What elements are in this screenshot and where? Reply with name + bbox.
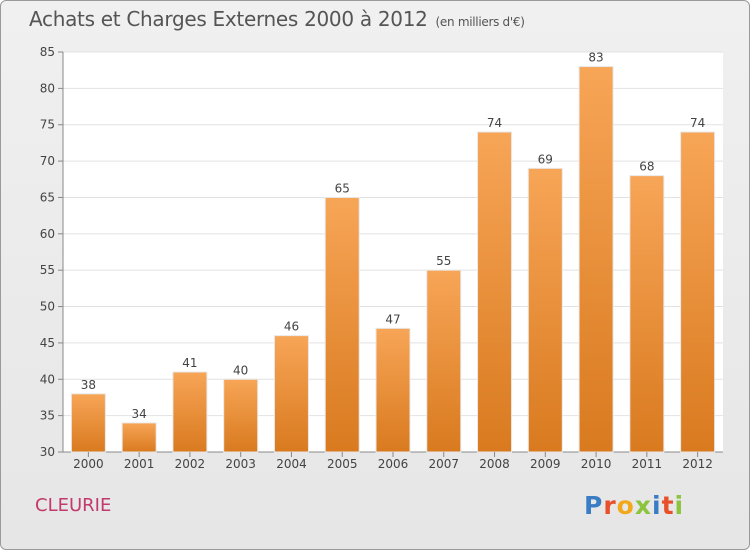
data-label: 34 xyxy=(132,407,147,421)
x-tick-label: 2011 xyxy=(632,457,663,471)
bar xyxy=(223,378,259,453)
x-tick-label: 2004 xyxy=(276,457,307,471)
data-label: 74 xyxy=(487,116,502,130)
data-label: 41 xyxy=(182,356,197,370)
bar xyxy=(273,335,309,453)
y-tick-label: 75 xyxy=(40,118,55,132)
bar xyxy=(172,371,208,453)
bar xyxy=(70,393,106,453)
y-tick-label: 80 xyxy=(40,81,55,95)
data-label: 68 xyxy=(639,160,654,174)
title-text: Achats et Charges Externes 2000 à 2012 xyxy=(29,7,428,31)
x-tick-label: 2003 xyxy=(225,457,256,471)
bar xyxy=(680,131,716,453)
data-label: 69 xyxy=(538,152,553,166)
x-tick-label: 2009 xyxy=(530,457,561,471)
logo-letter: x xyxy=(634,491,652,520)
x-tick-label: 2012 xyxy=(682,457,713,471)
y-tick-label: 70 xyxy=(40,154,55,168)
logo-letter: P xyxy=(584,491,604,520)
chart-title: Achats et Charges Externes 2000 à 2012 (e… xyxy=(29,7,525,31)
data-label: 47 xyxy=(385,312,400,326)
logo-letter: o xyxy=(616,491,635,520)
data-label: 74 xyxy=(690,116,705,130)
bar xyxy=(477,131,513,453)
bar-chart: 30 35 40 45 50 55 60 65 70 75 80 85 38 2000 34 2001 41 20… xyxy=(40,45,723,471)
x-tick-label: 2000 xyxy=(73,457,104,471)
x-tick-label: 2006 xyxy=(378,457,409,471)
bar xyxy=(121,422,157,453)
data-label: 83 xyxy=(588,51,603,65)
logo-letter: t xyxy=(661,491,675,520)
y-tick-label: 40 xyxy=(40,372,55,386)
proxiti-logo: Proxiti xyxy=(584,491,684,520)
x-tick-label: 2007 xyxy=(428,457,459,471)
y-tick-label: 65 xyxy=(40,190,55,204)
data-label: 40 xyxy=(233,363,248,377)
y-tick-label: 50 xyxy=(40,300,55,314)
logo-letter: r xyxy=(603,491,617,520)
bar xyxy=(527,167,563,453)
data-label: 65 xyxy=(335,181,350,195)
y-tick-label: 85 xyxy=(40,45,55,59)
x-tick-label: 2002 xyxy=(175,457,206,471)
x-tick-label: 2008 xyxy=(479,457,510,471)
x-tick-label: 2001 xyxy=(124,457,155,471)
logo-letter: i xyxy=(674,491,685,520)
logo-letter: i xyxy=(652,491,662,520)
bar xyxy=(426,269,462,453)
x-tick-label: 2005 xyxy=(327,457,358,471)
x-tick-label: 2010 xyxy=(581,457,612,471)
data-label: 46 xyxy=(284,320,299,334)
bar xyxy=(629,175,665,453)
bar xyxy=(324,196,360,453)
chart-subtitle: (en milliers d'€) xyxy=(435,15,525,29)
y-tick-label: 55 xyxy=(40,263,55,277)
y-tick-label: 60 xyxy=(40,227,55,241)
y-tick-label: 30 xyxy=(40,445,55,459)
bar xyxy=(578,66,614,453)
data-label: 38 xyxy=(81,378,96,392)
data-label: 55 xyxy=(436,254,451,268)
y-tick-label: 35 xyxy=(40,409,55,423)
y-tick-label: 45 xyxy=(40,336,55,350)
commune-name: CLEURIE xyxy=(35,495,112,516)
bar xyxy=(375,327,411,453)
